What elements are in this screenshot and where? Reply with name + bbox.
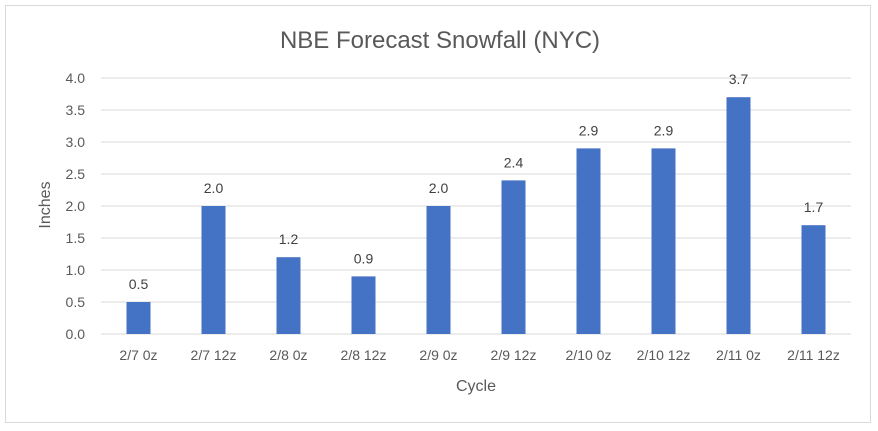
bar — [276, 257, 301, 334]
bar — [576, 148, 601, 334]
data-label: 0.5 — [129, 276, 149, 292]
x-tick-label: 2/11 12z — [787, 347, 840, 363]
bar — [426, 206, 451, 334]
x-tick-label: 2/11 0z — [716, 347, 761, 363]
x-axis-title: Cycle — [456, 378, 496, 395]
bar — [201, 206, 226, 334]
data-label: 2.9 — [579, 122, 599, 138]
data-label: 1.7 — [804, 199, 824, 215]
y-tick-label: 4.0 — [66, 70, 86, 86]
y-tick-label: 3.5 — [66, 102, 86, 118]
data-label: 1.2 — [279, 231, 299, 247]
y-tick-label: 0.0 — [66, 326, 86, 342]
x-axis-ticks: 2/7 0z 2/7 12z 2/8 0z 2/8 12z 2/9 0z 2/9 12z 2… — [119, 347, 839, 363]
x-tick-label: 2/7 0z — [119, 347, 157, 363]
x-tick-label: 2/9 12z — [491, 347, 537, 363]
x-tick-label: 2/8 0z — [269, 347, 307, 363]
x-tick-label: 2/9 0z — [419, 347, 457, 363]
x-tick-label: 2/10 12z — [637, 347, 691, 363]
bar — [501, 180, 526, 334]
bar — [651, 148, 676, 334]
y-tick-label: 2.0 — [66, 198, 86, 214]
data-label: 2.4 — [504, 154, 524, 170]
data-label: 2.0 — [204, 180, 224, 196]
y-tick-label: 1.0 — [66, 262, 86, 278]
data-label: 2.0 — [429, 180, 449, 196]
y-axis-title: Inches — [37, 181, 54, 228]
bar — [351, 276, 376, 334]
data-labels: 0.5 2.0 1.2 0.9 2.0 2.4 2.9 2.9 3.7 1.7 — [129, 71, 824, 292]
bar — [801, 225, 826, 334]
gridlines — [101, 77, 851, 335]
x-tick-label: 2/8 12z — [341, 347, 387, 363]
y-axis-ticks: 0.0 0.5 1.0 1.5 2.0 2.5 3.0 3.5 4.0 — [66, 70, 86, 342]
bars — [126, 97, 826, 334]
x-tick-label: 2/10 0z — [566, 347, 612, 363]
data-label: 0.9 — [354, 250, 374, 266]
data-label: 2.9 — [654, 122, 674, 138]
y-tick-label: 2.5 — [66, 166, 86, 182]
y-tick-label: 0.5 — [66, 294, 86, 310]
y-tick-label: 3.0 — [66, 134, 86, 150]
x-tick-label: 2/7 12z — [191, 347, 237, 363]
bar — [726, 97, 751, 334]
data-label: 3.7 — [729, 71, 749, 87]
bar — [126, 302, 151, 334]
y-tick-label: 1.5 — [66, 230, 86, 246]
chart-title: NBE Forecast Snowfall (NYC) — [280, 27, 600, 54]
